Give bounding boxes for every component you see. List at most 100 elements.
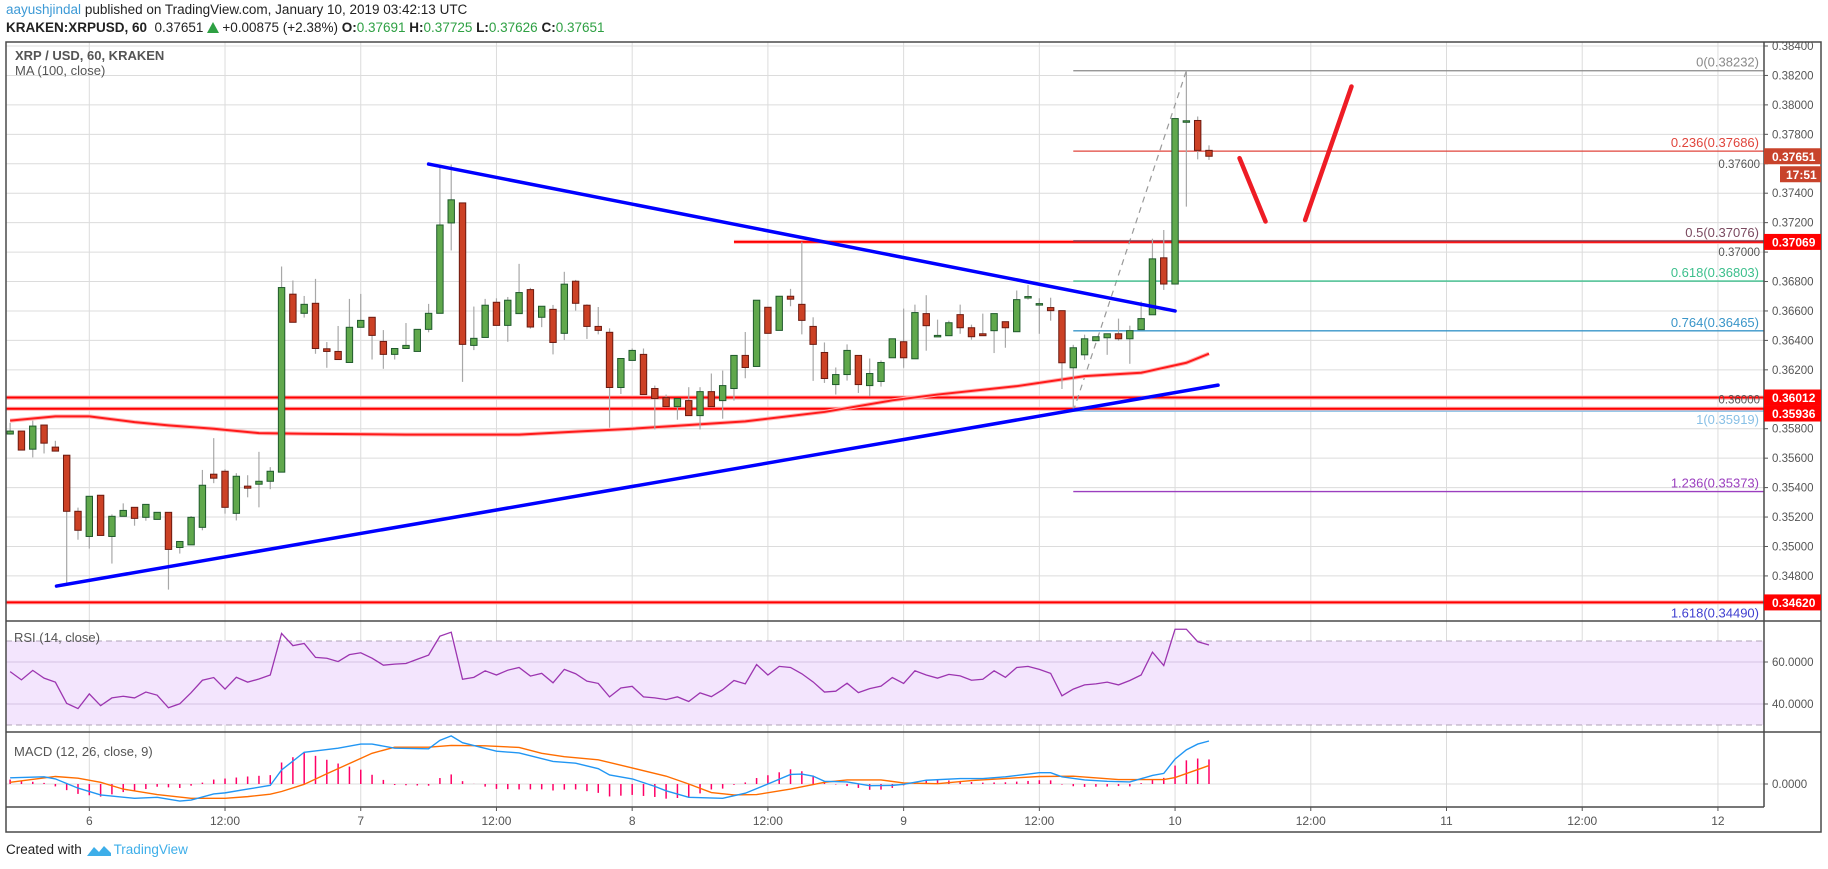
candle[interactable] [560,271,569,341]
candle[interactable] [899,308,908,368]
candle[interactable] [741,332,749,379]
candle[interactable] [933,319,942,338]
tradingview-link[interactable]: TradingView [113,842,188,857]
candle[interactable] [628,348,636,361]
candle[interactable] [266,467,274,490]
candle[interactable] [865,358,874,397]
candle[interactable] [605,328,614,428]
candle[interactable] [809,317,817,381]
candle[interactable] [911,304,919,360]
candle[interactable] [390,347,399,360]
candle[interactable] [854,354,863,393]
candle[interactable] [956,304,964,334]
candle[interactable] [198,469,207,531]
candle[interactable] [1035,298,1044,334]
candle[interactable] [538,305,546,328]
candle[interactable] [673,398,682,420]
candle[interactable] [424,303,433,333]
candle[interactable] [368,316,376,360]
candle[interactable] [945,320,953,337]
candle[interactable] [967,324,976,340]
candle[interactable] [1080,334,1089,360]
candle[interactable] [515,263,523,315]
candle[interactable] [1171,118,1179,285]
candle[interactable] [379,330,388,369]
candle[interactable] [221,469,229,514]
candle[interactable] [1114,318,1123,341]
candle[interactable] [108,514,116,564]
candle[interactable] [594,306,602,335]
candle[interactable] [243,475,252,498]
candle[interactable] [877,360,885,387]
candle[interactable] [62,454,71,586]
candle[interactable] [130,506,139,526]
candle[interactable] [798,241,806,335]
candle[interactable] [1126,325,1134,364]
macd-pane[interactable] [9,735,1210,802]
candle[interactable] [40,424,48,454]
candle[interactable] [764,306,772,334]
candle[interactable] [311,278,320,354]
candle[interactable] [639,348,648,396]
candle[interactable] [1013,290,1021,333]
candle[interactable] [504,296,512,342]
candle[interactable] [85,495,93,549]
candle[interactable] [843,344,851,381]
candle[interactable] [96,494,105,536]
candle[interactable] [232,473,241,521]
candle[interactable] [492,298,501,326]
candle[interactable] [1069,344,1077,412]
candle[interactable] [277,266,286,473]
candle[interactable] [549,304,557,355]
candle[interactable] [820,342,829,383]
candle[interactable] [786,288,795,307]
candle[interactable] [164,511,173,590]
candle[interactable] [730,354,738,401]
candle[interactable] [481,298,489,338]
candle[interactable] [888,338,897,359]
candle[interactable] [1092,336,1100,342]
candle[interactable] [6,422,14,435]
candle[interactable] [345,298,354,363]
candle[interactable] [323,342,331,368]
candle[interactable] [17,430,26,451]
candle[interactable] [1001,321,1010,348]
rsi-pane[interactable] [9,628,1210,710]
candle[interactable] [990,313,998,354]
candle[interactable] [74,507,82,540]
candle[interactable] [1182,70,1191,207]
candle[interactable] [775,295,783,331]
candle[interactable] [142,503,150,521]
candle[interactable] [1058,310,1066,389]
candle[interactable] [153,511,161,520]
candle[interactable] [210,438,218,484]
candle[interactable] [685,387,693,417]
candle[interactable] [651,385,659,430]
candle[interactable] [571,279,580,311]
candle[interactable] [458,202,467,382]
candle[interactable] [176,540,184,554]
candle[interactable] [662,394,670,408]
candle[interactable] [1160,230,1168,290]
candle[interactable] [51,440,60,452]
candle[interactable] [1103,333,1111,355]
candle[interactable] [1205,145,1213,160]
candle[interactable] [1148,238,1157,316]
candle[interactable] [413,328,421,352]
candle[interactable] [583,304,591,339]
candle[interactable] [752,299,761,367]
candle[interactable] [29,420,37,458]
candle[interactable] [617,358,625,394]
candle[interactable] [357,293,365,328]
candle[interactable] [922,295,930,351]
candle[interactable] [402,323,410,349]
candle[interactable] [255,451,263,508]
candle[interactable] [447,164,455,251]
candle[interactable] [979,313,987,337]
candle[interactable] [526,287,535,329]
candle[interactable] [718,370,727,419]
candle[interactable] [289,280,297,323]
candle[interactable] [119,503,127,517]
candle[interactable] [1024,284,1032,300]
